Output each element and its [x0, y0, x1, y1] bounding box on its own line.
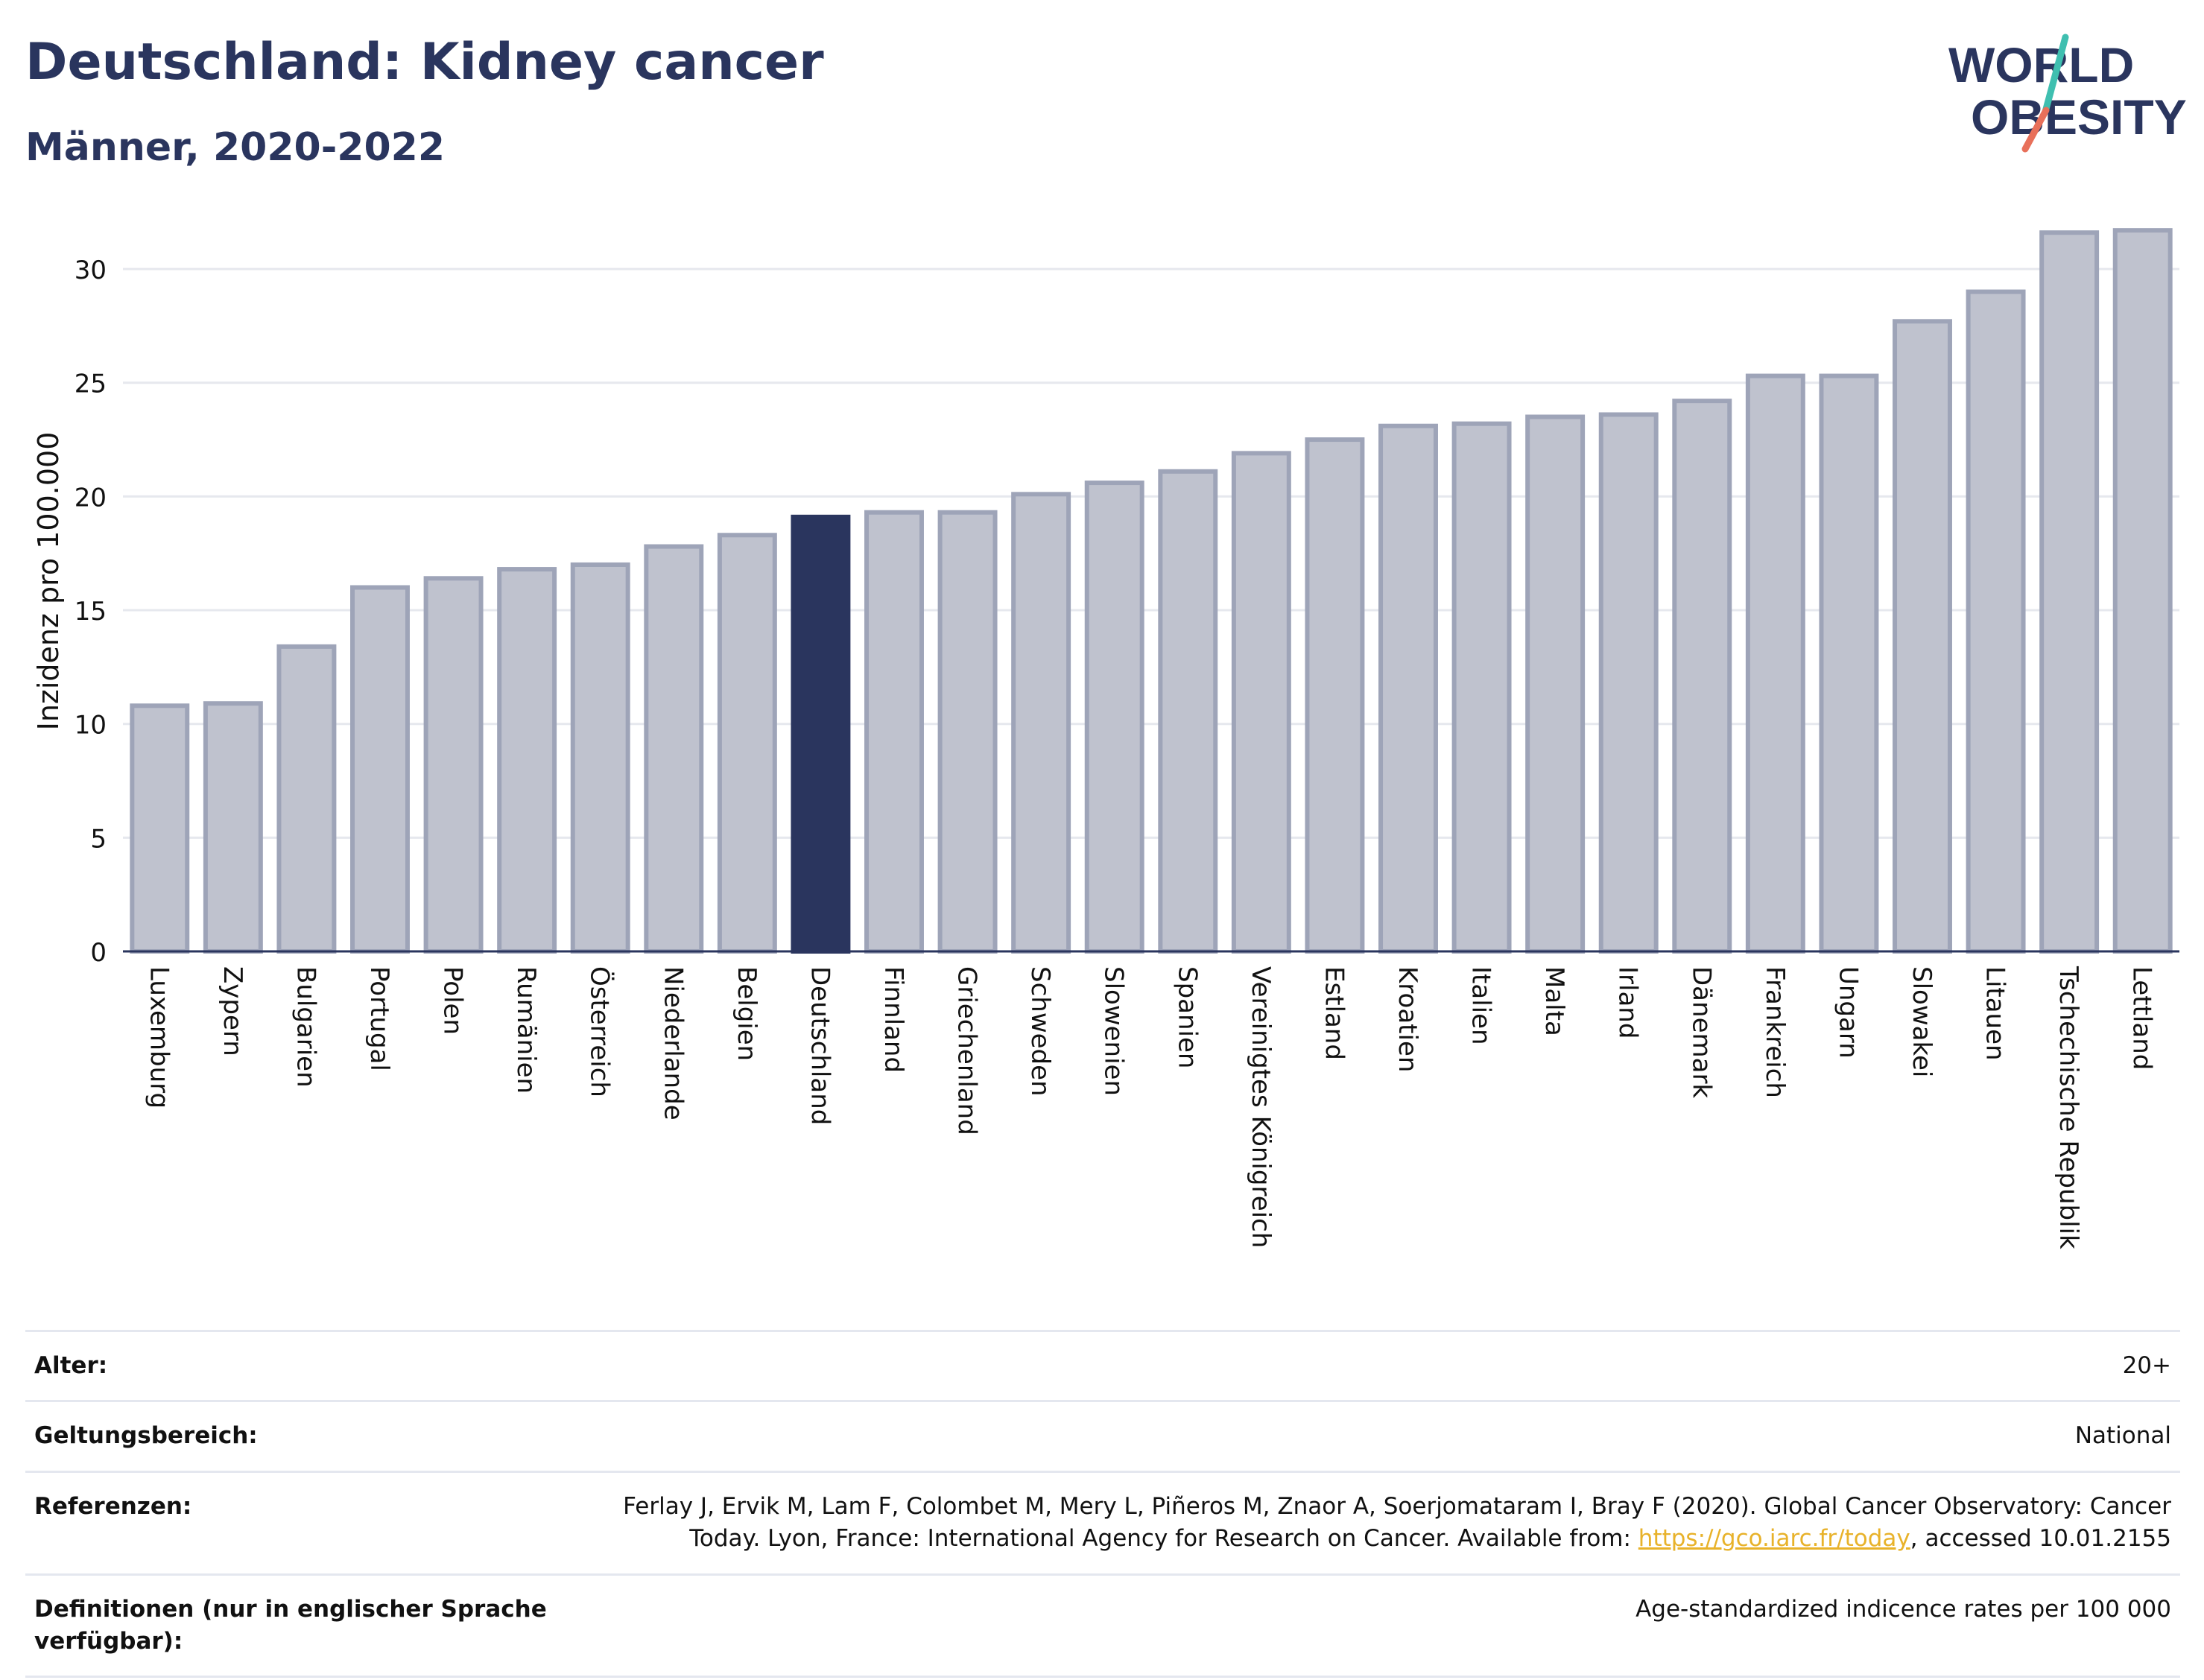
x-tick-label: Portugal — [364, 966, 394, 1071]
x-tick-label: Ungarn — [1833, 966, 1863, 1059]
bar-kroatien[interactable] — [1378, 423, 1438, 954]
meta-row-age: Alter: 20+ — [25, 1330, 2180, 1400]
bar-niederlande[interactable] — [644, 544, 704, 954]
x-tick-label: Luxemburg — [144, 966, 174, 1109]
bar-slowakei[interactable] — [1893, 319, 1952, 954]
bars — [130, 228, 2173, 954]
x-tick-label: Slowenien — [1099, 966, 1129, 1096]
reference-accessed: , accessed 10.01.2155 — [1910, 1525, 2171, 1553]
bar-irland[interactable] — [1598, 412, 1659, 954]
bar-belgien[interactable] — [717, 533, 777, 954]
bar-rumänien[interactable] — [497, 567, 557, 954]
x-tick-label: Zypern — [218, 966, 247, 1056]
x-tick-label: Polen — [438, 966, 468, 1035]
bar-litauen[interactable] — [1966, 289, 2026, 954]
bar-schweden[interactable] — [1011, 492, 1071, 954]
bar-portugal[interactable] — [350, 585, 410, 954]
x-tick-label: Irland — [1613, 966, 1643, 1039]
bar-luxemburg[interactable] — [130, 703, 190, 954]
bar-estland[interactable] — [1305, 437, 1365, 954]
x-tick-label: Lettland — [2127, 966, 2157, 1070]
x-tick-label: Niederlande — [658, 966, 688, 1120]
y-tick-label: 25 — [75, 370, 107, 399]
bar-frankreich[interactable] — [1745, 373, 1805, 954]
bar-tschechische-republik[interactable] — [2039, 230, 2100, 954]
meta-value-definitions: Age-standardized indicence rates per 100… — [1635, 1595, 2171, 1623]
y-tick-label: 0 — [90, 938, 107, 968]
y-tick-label: 30 — [75, 256, 107, 285]
x-tick-label: Spanien — [1172, 966, 1202, 1068]
y-axis-label: Inzidenz pro 100.000 — [32, 432, 65, 731]
x-tick-label: Vereinigtes Königreich — [1246, 966, 1276, 1248]
bar-vereinigtes-königreich[interactable] — [1231, 451, 1291, 954]
x-tick-label: Litauen — [1980, 966, 2010, 1061]
bar-malta[interactable] — [1525, 414, 1586, 954]
bar-spanien[interactable] — [1158, 469, 1218, 954]
x-tick-label: Bulgarien — [291, 966, 320, 1088]
bar-ungarn[interactable] — [1819, 373, 1879, 954]
x-tick-label: Finnland — [878, 966, 908, 1073]
logo-slash-teal — [2042, 34, 2069, 115]
bar-chart: 0 5 10 15 20 25 30 Luxemburg Zypern Bulgarien Port… — [32, 228, 2179, 1249]
bar-österreich[interactable] — [570, 562, 630, 954]
meta-value-scope: National — [2074, 1422, 2171, 1450]
bar-griechenland[interactable] — [937, 510, 998, 954]
chart-title: Deutschland: Kidney cancer — [25, 33, 824, 92]
bar-bulgarien[interactable] — [276, 644, 337, 954]
x-tick-label: Deutschland — [805, 966, 835, 1125]
bar-dänemark[interactable] — [1672, 399, 1732, 954]
meta-row-definitions: Definitionen (nur in englischer Sprache … — [25, 1573, 2180, 1679]
x-tick-label: Schweden — [1025, 966, 1055, 1097]
x-tick-label: Tschechische Republik — [2053, 966, 2083, 1249]
x-tick-label: Malta — [1539, 966, 1569, 1036]
reference-text: Ferlay J, Ervik M, Lam F, Colombet M, Me… — [623, 1492, 2171, 1553]
meta-row-references: Referenzen: Ferlay J, Ervik M, Lam F, Co… — [25, 1470, 2180, 1573]
world-obesity-logo: WORLD OBESITY — [1948, 34, 2187, 153]
bar-deutschland[interactable] — [791, 514, 851, 954]
bar-finnland[interactable] — [864, 510, 924, 954]
x-tick-label: Italien — [1466, 966, 1496, 1045]
meta-value-references: Ferlay J, Ervik M, Lam F, Colombet M, Me… — [569, 1491, 2171, 1556]
x-tick-label: Österreich — [585, 966, 615, 1097]
x-tick-label: Estland — [1319, 966, 1349, 1060]
logo-slash-coral — [2021, 107, 2050, 153]
bar-italien[interactable] — [1451, 421, 1512, 954]
y-tick-label: 15 — [75, 597, 107, 627]
reference-link[interactable]: https://gco.iarc.fr/today — [1638, 1525, 1910, 1553]
axes: 0 5 10 15 20 25 30 Luxemburg Zypern Bulgarien Port… — [75, 256, 2179, 1249]
x-tick-label: Griechenland — [952, 966, 982, 1135]
bar-slowenien[interactable] — [1084, 481, 1144, 954]
bar-polen[interactable] — [423, 576, 484, 954]
x-tick-label: Kroatien — [1393, 966, 1422, 1072]
x-tick-label: Rumänien — [511, 966, 541, 1094]
meta-label-age: Alter: — [34, 1352, 108, 1379]
y-tick-label: 20 — [75, 483, 107, 513]
x-tick-label: Dänemark — [1686, 966, 1716, 1098]
chart-subtitle: Männer, 2020-2022 — [25, 125, 446, 170]
x-tick-label: Frankreich — [1760, 966, 1790, 1098]
bar-zypern[interactable] — [203, 701, 263, 954]
logo-text-world: WORLD — [1948, 37, 2134, 92]
meta-value-age: 20+ — [2122, 1352, 2171, 1379]
bar-lettland[interactable] — [2112, 228, 2173, 954]
x-tick-label: Slowakei — [1907, 966, 1937, 1077]
logo-text-obesity: OBESITY — [1971, 89, 2187, 145]
x-tick-label: Belgien — [732, 966, 761, 1061]
meta-label-scope: Geltungsbereich: — [34, 1422, 258, 1450]
metadata-table: Alter: 20+ Geltungsbereich: National Ref… — [25, 1330, 2180, 1679]
y-tick-label: 5 — [90, 824, 107, 854]
meta-label-references: Referenzen: — [34, 1492, 192, 1520]
y-tick-label: 10 — [75, 711, 107, 741]
meta-row-scope: Geltungsbereich: National — [25, 1400, 2180, 1470]
meta-label-definitions: Definitionen (nur in englischer Sprache … — [34, 1595, 547, 1655]
